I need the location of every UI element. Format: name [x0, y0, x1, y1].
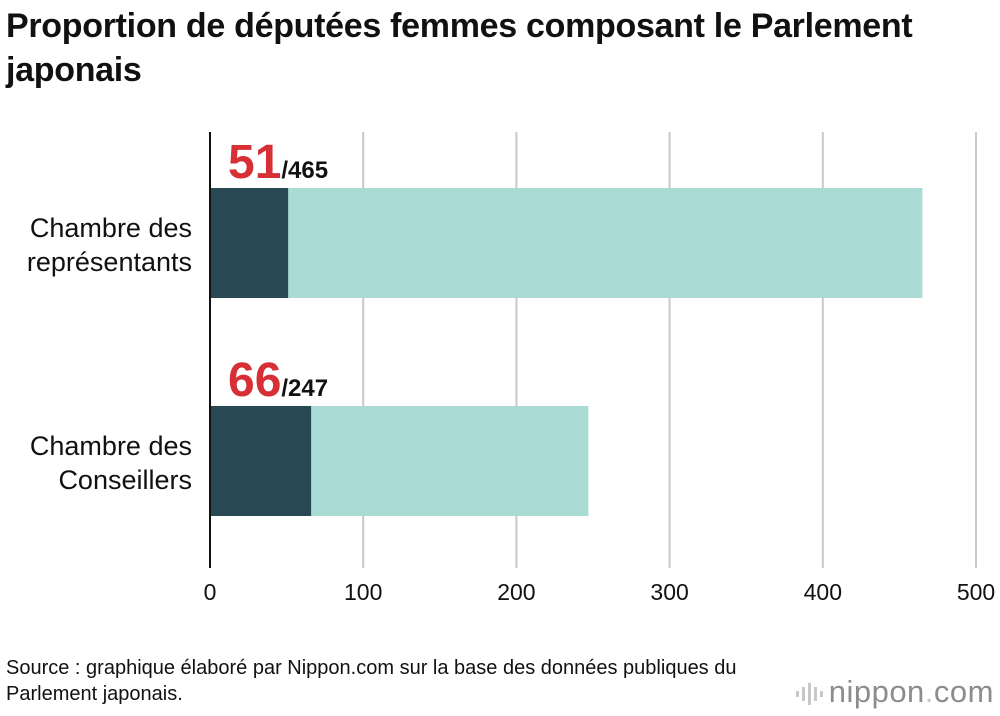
brand-suffix: com — [933, 674, 994, 709]
brand-name: nippon — [828, 674, 925, 709]
x-tick-label: 0 — [204, 579, 217, 605]
source-note: Source : graphique élaboré par Nippon.co… — [6, 657, 737, 705]
women-count: 66 — [228, 354, 281, 407]
category-label-line: Chambre des — [30, 213, 192, 243]
category-label-line: représentants — [27, 247, 192, 277]
x-tick-label: 100 — [344, 579, 382, 605]
bar-women — [210, 188, 289, 298]
chart-title: Proportion de députées femmes composant … — [6, 7, 913, 89]
x-tick-label: 200 — [497, 579, 535, 605]
category-label-line: Chambre des — [30, 431, 192, 461]
total-count: /247 — [281, 375, 328, 402]
total-count: /465 — [281, 157, 328, 184]
category-labels: Chambre des représentants Chambre des Conse… — [27, 213, 192, 495]
women-count: 51 — [228, 136, 281, 189]
x-tick-label: 400 — [804, 579, 842, 605]
brand-separator: . — [924, 674, 934, 709]
count-label: 66/247 — [228, 354, 328, 407]
brand-logo: nippon.com — [795, 674, 994, 710]
count-label: 51/465 — [228, 136, 328, 189]
category-label-line: Conseillers — [58, 465, 192, 495]
bar-women — [210, 406, 312, 516]
bar-total — [210, 188, 923, 298]
x-tick-label: 300 — [650, 579, 688, 605]
soundwave-icon — [795, 682, 823, 705]
x-tick-label: 500 — [957, 579, 995, 605]
count-labels: 51/465 66/247 — [228, 136, 328, 407]
x-axis-ticks: 0 100 200 300 400 500 — [204, 579, 996, 605]
bars — [210, 188, 923, 516]
